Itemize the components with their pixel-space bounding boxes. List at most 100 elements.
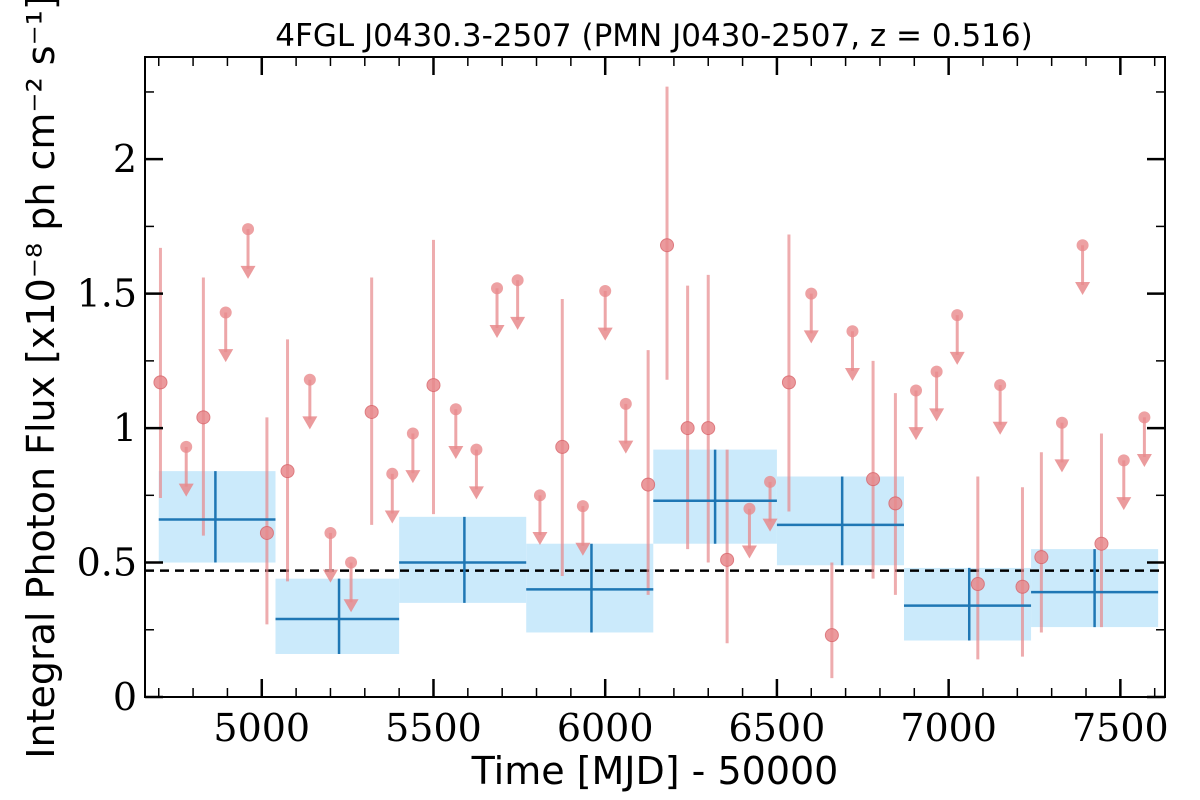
upper-limit-arrow bbox=[908, 427, 924, 441]
upper-limit-points bbox=[178, 223, 1152, 613]
long-bin-point bbox=[399, 516, 527, 603]
y-tick-label: 1 bbox=[113, 406, 137, 450]
upper-limit-marker bbox=[846, 325, 859, 338]
data-marker bbox=[866, 472, 881, 487]
upper-limit-marker bbox=[303, 373, 316, 386]
upper-limit-arrow bbox=[218, 349, 234, 363]
upper-limit-arrow bbox=[489, 324, 505, 338]
upper-limit-point bbox=[489, 282, 505, 338]
data-marker bbox=[970, 577, 985, 592]
upper-limit-arrow bbox=[741, 545, 757, 559]
chart-title: 4FGL J0430.3-2507 (PMN J0430-2507, z = 0… bbox=[275, 18, 1032, 54]
upper-limit-marker bbox=[576, 500, 589, 513]
plot-frame bbox=[144, 56, 1166, 698]
upper-limit-marker bbox=[491, 282, 504, 295]
upper-limit-point bbox=[949, 309, 965, 365]
upper-limit-arrow bbox=[1136, 454, 1152, 468]
long-bin-band bbox=[776, 476, 904, 566]
upper-limit-arrow bbox=[1075, 281, 1091, 295]
y-tick-label: 2 bbox=[113, 137, 137, 181]
detection-point bbox=[259, 417, 274, 625]
long-bin-point bbox=[1031, 549, 1159, 628]
detection-point bbox=[720, 449, 735, 644]
upper-limit-marker bbox=[951, 309, 964, 322]
upper-limit-marker bbox=[406, 427, 419, 440]
upper-limit-point bbox=[992, 379, 1008, 435]
long-bin-point bbox=[776, 476, 904, 566]
detection-point bbox=[888, 393, 903, 595]
data-marker bbox=[781, 375, 796, 390]
upper-limit-marker bbox=[470, 443, 483, 456]
detection-point bbox=[280, 339, 295, 582]
upper-limit-point bbox=[1054, 416, 1070, 473]
long-bin-bands bbox=[158, 449, 1159, 654]
upper-limit-point bbox=[1116, 454, 1132, 511]
x-tick-label: 5500 bbox=[385, 706, 482, 750]
y-tick-label: 0.5 bbox=[77, 541, 137, 585]
tick-labels: 5000 5500 6000 6500 7000 7500 0 0.5 1 1.5 2 bbox=[77, 137, 1169, 750]
upper-limit-marker bbox=[242, 223, 255, 236]
x-tick-label: 5000 bbox=[213, 706, 310, 750]
long-bin-points bbox=[158, 449, 1159, 654]
upper-limit-marker bbox=[1117, 454, 1130, 467]
data-marker bbox=[888, 496, 903, 511]
upper-limit-marker bbox=[599, 284, 612, 297]
long-bin-band bbox=[903, 567, 1032, 641]
detection-point bbox=[866, 360, 881, 579]
upper-limit-marker bbox=[764, 475, 777, 488]
data-marker bbox=[680, 421, 695, 436]
detection-point bbox=[555, 299, 570, 576]
x-tick-label: 6500 bbox=[729, 706, 826, 750]
data-marker bbox=[153, 375, 168, 390]
upper-limit-arrow bbox=[1116, 497, 1132, 511]
detection-point bbox=[970, 476, 985, 660]
upper-limit-arrow bbox=[597, 327, 613, 341]
upper-limit-point bbox=[178, 440, 194, 497]
upper-limit-point bbox=[302, 373, 318, 430]
upper-limit-point bbox=[240, 223, 256, 279]
upper-limit-marker bbox=[930, 365, 943, 378]
long-bin-point bbox=[158, 471, 276, 563]
data-marker bbox=[364, 404, 379, 419]
upper-limit-point bbox=[384, 467, 400, 524]
upper-limit-marker bbox=[1076, 239, 1089, 252]
upper-limit-marker bbox=[386, 467, 399, 480]
upper-limit-marker bbox=[1138, 411, 1151, 424]
data-marker bbox=[426, 378, 441, 393]
upper-limit-point bbox=[597, 284, 613, 341]
upper-limit-arrow bbox=[322, 569, 338, 583]
data-marker bbox=[1094, 536, 1109, 551]
upper-limit-point bbox=[803, 287, 819, 344]
upper-limit-point bbox=[448, 403, 464, 459]
upper-limit-marker bbox=[511, 274, 524, 287]
upper-limit-marker bbox=[345, 556, 358, 569]
upper-limit-marker bbox=[994, 379, 1007, 392]
long-bin-band bbox=[526, 543, 654, 633]
upper-limit-point bbox=[741, 502, 757, 559]
upper-limit-point bbox=[1136, 411, 1152, 468]
upper-limit-arrow bbox=[618, 440, 634, 454]
y-axis-label: Integral Photon Flux [x10⁻⁸ ph cm⁻² s⁻¹] bbox=[19, 0, 63, 759]
y-tick-label: 0 bbox=[113, 675, 137, 719]
long-bin-point bbox=[653, 449, 777, 544]
data-marker bbox=[641, 477, 656, 492]
upper-limit-marker bbox=[533, 489, 546, 502]
upper-limit-arrow bbox=[1054, 459, 1070, 473]
upper-limit-arrow bbox=[405, 470, 421, 484]
upper-limit-marker bbox=[180, 440, 193, 453]
long-bin-band bbox=[158, 471, 276, 563]
y-tick-label: 1.5 bbox=[77, 272, 137, 316]
upper-limit-arrow bbox=[992, 421, 1008, 435]
upper-limit-marker bbox=[1055, 416, 1068, 429]
upper-limit-marker bbox=[449, 403, 462, 416]
detection-point bbox=[1015, 487, 1030, 657]
long-bin-band bbox=[275, 578, 400, 654]
upper-limit-arrow bbox=[803, 330, 819, 344]
upper-limit-point bbox=[929, 365, 945, 422]
data-marker bbox=[555, 439, 570, 454]
detection-point bbox=[680, 285, 695, 550]
x-tick-label: 6000 bbox=[557, 706, 654, 750]
data-marker bbox=[720, 552, 735, 567]
data-marker bbox=[660, 238, 675, 253]
